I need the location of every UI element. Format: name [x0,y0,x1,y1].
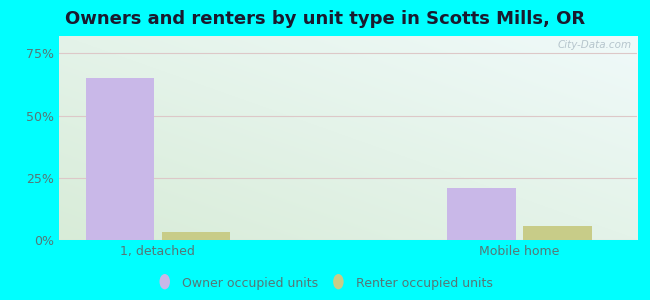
Text: Owners and renters by unit type in Scotts Mills, OR: Owners and renters by unit type in Scott… [65,11,585,28]
Bar [86,78,154,240]
Bar [447,188,516,240]
Legend: Owner occupied units, Renter occupied units: Owner occupied units, Renter occupied un… [153,273,497,294]
Text: City-Data.com: City-Data.com [557,40,631,50]
Bar [523,226,592,240]
Bar [162,232,230,240]
